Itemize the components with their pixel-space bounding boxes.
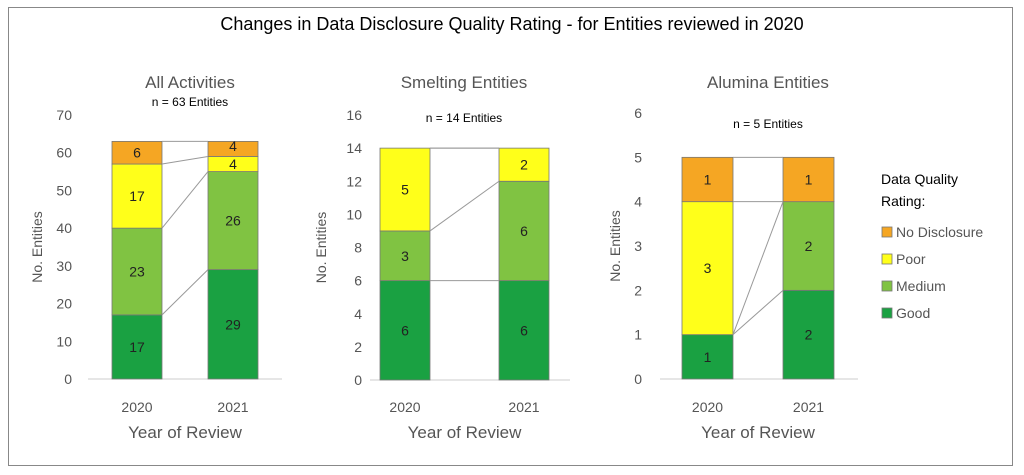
data-label: 29	[225, 316, 241, 332]
x-tick-label: 2021	[508, 399, 539, 415]
y-tick-label: 5	[634, 149, 642, 165]
data-label: 1	[704, 172, 712, 188]
data-label: 1	[805, 172, 813, 188]
data-label: 6	[520, 322, 528, 338]
y-tick-label: 30	[56, 258, 72, 274]
x-axis-label: Year of Review	[701, 423, 815, 442]
data-label: 4	[229, 138, 237, 154]
legend-swatch-no-disclosure	[881, 226, 893, 238]
bar-segment-poor	[379, 147, 431, 232]
series-line	[161, 269, 209, 316]
y-tick-label: 8	[354, 240, 362, 256]
y-axis-label: No. Entities	[29, 211, 45, 283]
data-label: 2	[520, 157, 528, 173]
y-tick-label: 16	[346, 107, 362, 123]
data-label: 6	[133, 145, 141, 161]
y-axis-label: No. Entities	[313, 212, 329, 284]
legend-label: Good	[896, 305, 930, 321]
x-tick-label: 2020	[121, 399, 152, 415]
y-tick-label: 50	[56, 182, 72, 198]
data-label: 6	[520, 223, 528, 239]
y-tick-label: 12	[346, 173, 362, 189]
bar-segment-no-disclosure	[782, 156, 835, 203]
legend-title: Rating:	[881, 193, 925, 209]
y-tick-label: 4	[354, 306, 362, 322]
legend-label: Poor	[896, 251, 926, 267]
legend-swatch-medium	[881, 280, 893, 292]
data-label: 3	[401, 248, 409, 264]
y-tick-label: 2	[634, 282, 642, 298]
legend-title: Data Quality	[881, 171, 958, 187]
legend-label: Medium	[896, 278, 946, 294]
bar-segment-good	[207, 269, 259, 380]
y-tick-label: 0	[634, 371, 642, 387]
y-tick-label: 0	[354, 372, 362, 388]
y-axis-label: No. Entities	[607, 210, 623, 282]
bar-segment-no-disclosure	[111, 140, 163, 165]
legend-swatch-good	[881, 307, 893, 319]
data-label: 17	[129, 188, 145, 204]
y-tick-label: 40	[56, 220, 72, 236]
n-annotation: n = 63 Entities	[152, 95, 228, 109]
panel-title: Alumina Entities	[707, 73, 829, 92]
y-tick-label: 6	[634, 105, 642, 121]
y-tick-label: 3	[634, 238, 642, 254]
data-label: 26	[225, 213, 241, 229]
y-tick-label: 0	[64, 371, 72, 387]
y-tick-label: 6	[354, 273, 362, 289]
x-tick-label: 2021	[793, 399, 824, 415]
panel-title: All Activities	[145, 73, 235, 92]
series-line	[732, 289, 784, 336]
data-label: 6	[401, 322, 409, 338]
x-axis-label: Year of Review	[408, 423, 522, 442]
data-label: 23	[129, 264, 145, 280]
series-line	[732, 201, 784, 335]
y-tick-label: 14	[346, 140, 362, 156]
bar-segment-good	[379, 280, 431, 381]
n-annotation: n = 5 Entities	[733, 117, 803, 131]
data-label: 1	[704, 349, 712, 365]
chart-frame	[8, 7, 1013, 466]
panel-title: Smelting Entities	[401, 73, 528, 92]
bar-segment-poor	[498, 147, 550, 182]
bar-segment-medium	[498, 180, 550, 282]
data-label: 17	[129, 339, 145, 355]
series-line	[161, 171, 209, 229]
n-annotation: n = 14 Entities	[426, 111, 502, 125]
y-tick-label: 10	[346, 206, 362, 222]
data-label: 5	[401, 182, 409, 198]
legend-swatch-poor	[881, 253, 893, 265]
series-line	[161, 155, 209, 165]
bar-segment-good	[111, 314, 163, 380]
bar-segment-medium	[207, 171, 259, 271]
data-label: 3	[704, 260, 712, 276]
x-tick-label: 2020	[389, 399, 420, 415]
x-tick-label: 2020	[692, 399, 723, 415]
bar-segment-good	[782, 289, 835, 380]
y-tick-label: 4	[634, 194, 642, 210]
chart-title: Changes in Data Disclosure Quality Ratin…	[220, 14, 804, 34]
bar-segment-good	[681, 334, 734, 380]
bar-segment-medium	[379, 230, 431, 282]
bar-segment-medium	[111, 227, 163, 316]
x-axis-label: Year of Review	[128, 423, 242, 442]
series-line	[429, 180, 500, 232]
data-label: 4	[229, 156, 237, 172]
y-tick-label: 70	[56, 107, 72, 123]
data-label: 2	[805, 238, 813, 254]
y-tick-label: 10	[56, 333, 72, 349]
data-label: 2	[805, 327, 813, 343]
bar-segment-no-disclosure	[681, 156, 734, 203]
y-tick-label: 60	[56, 145, 72, 161]
bar-segment-no-disclosure	[207, 140, 259, 157]
bar-segment-poor	[111, 163, 163, 229]
bar-segment-medium	[782, 201, 835, 291]
y-tick-label: 2	[354, 339, 362, 355]
y-tick-label: 20	[56, 296, 72, 312]
x-tick-label: 2021	[217, 399, 248, 415]
legend-label: No Disclosure	[896, 224, 983, 240]
y-tick-label: 1	[634, 327, 642, 343]
